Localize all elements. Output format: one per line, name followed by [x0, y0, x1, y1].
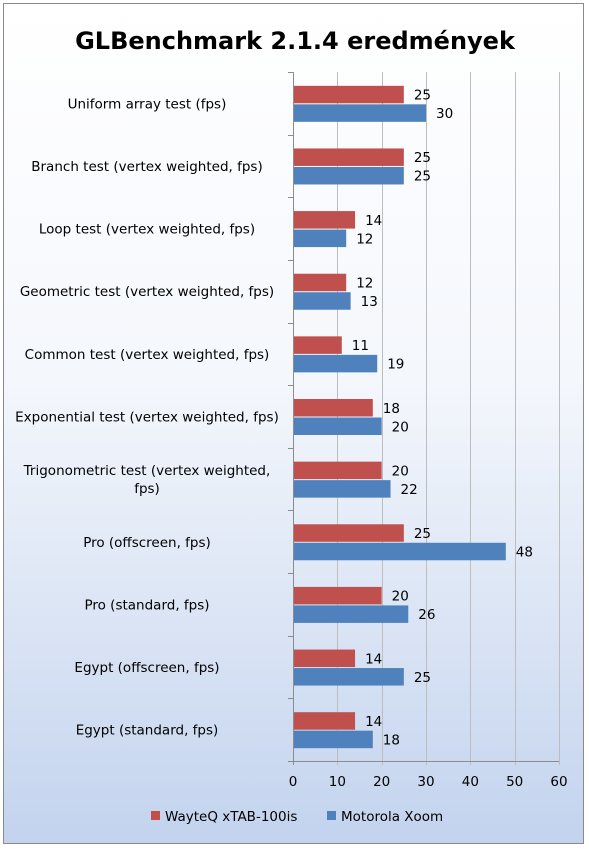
x-tick-label: 60: [550, 774, 567, 790]
legend-swatch: [327, 811, 336, 820]
category-label: fps): [134, 481, 160, 497]
bar-xoom: [294, 542, 506, 561]
data-label: 26: [418, 607, 435, 623]
bar-xoom: [294, 668, 404, 686]
category-label: Pro (offscreen, fps): [83, 535, 211, 551]
data-label: 25: [414, 88, 431, 104]
bar-xoom: [294, 730, 373, 749]
bar-xoom: [294, 229, 347, 248]
data-label: 14: [365, 213, 382, 229]
data-label: 22: [401, 482, 418, 498]
category-label: Geometric test (vertex weighted, fps): [20, 284, 274, 300]
category-label: Exponential test (vertex weighted, fps): [15, 410, 279, 426]
bar-wayteq: [294, 399, 373, 417]
data-label: 25: [414, 670, 431, 686]
data-label: 12: [356, 275, 373, 291]
x-tick-label: 20: [373, 774, 390, 790]
category-label: Trigonometric test (vertex weighted,: [23, 463, 271, 479]
chart-frame: GLBenchmark 2.1.4 eredmények 25 30 25 25 14 1…: [3, 3, 584, 844]
bar-wayteq: [294, 649, 356, 668]
bar-wayteq: [294, 586, 382, 605]
category-label: Pro (standard, fps): [84, 597, 209, 613]
bar-xoom: [294, 354, 378, 373]
bar-chart: GLBenchmark 2.1.4 eredmények 25302525141…: [15, 27, 568, 825]
category-label: Uniform array test (fps): [68, 96, 227, 112]
legend-swatch: [151, 811, 160, 820]
category-label: Egypt (offscreen, fps): [74, 660, 219, 676]
category-label: Egypt (standard, fps): [76, 723, 219, 739]
category-labels: Uniform array test (fps) Branch test (ver…: [15, 96, 279, 738]
data-label: 25: [414, 526, 431, 542]
bar-wayteq: [294, 148, 404, 166]
legend: WayteQ xTAB-100is Motorola Xoom: [151, 809, 443, 825]
data-label: 11: [352, 338, 369, 354]
data-label: 14: [365, 651, 382, 667]
data-label: 48: [516, 545, 533, 561]
bar-wayteq: [294, 461, 382, 480]
bar-wayteq: [294, 273, 347, 292]
bar-xoom: [294, 417, 382, 435]
category-label: Loop test (vertex weighted, fps): [39, 222, 255, 238]
data-label: 19: [387, 357, 404, 373]
x-axis-ticks: 0 10 20 30 40 50 60: [289, 774, 568, 790]
x-tick-label: 0: [289, 774, 298, 790]
bar-wayteq: [294, 211, 356, 229]
data-label: 25: [414, 169, 431, 185]
bar-wayteq: [294, 336, 342, 354]
bar-xoom: [294, 166, 404, 185]
data-label: 18: [383, 732, 400, 748]
bar-wayteq: [294, 524, 404, 542]
x-tick-label: 30: [417, 774, 434, 790]
legend-label: Motorola Xoom: [341, 809, 443, 825]
category-label: Common test (vertex weighted, fps): [25, 347, 270, 363]
bar-xoom: [294, 292, 351, 310]
legend-label: WayteQ xTAB-100is: [165, 809, 297, 825]
data-label: 20: [392, 463, 409, 479]
bar-xoom: [294, 104, 426, 122]
data-label: 25: [414, 150, 431, 166]
data-label: 30: [436, 106, 453, 122]
gridlines: [288, 72, 560, 765]
bar-xoom: [294, 480, 391, 498]
x-tick-label: 40: [462, 774, 479, 790]
x-tick-label: 50: [506, 774, 523, 790]
data-label: 18: [383, 401, 400, 417]
data-label: 20: [392, 589, 409, 605]
bar-wayteq: [294, 712, 356, 730]
data-label: 14: [365, 714, 382, 730]
data-label: 12: [356, 231, 373, 247]
bar-xoom: [294, 605, 409, 623]
data-label: 13: [361, 294, 378, 310]
category-label: Branch test (vertex weighted, fps): [31, 159, 262, 175]
bars: 25 30 25 25 14 12 12 13 11 19 18 20 20 22 25 48 20 26 14 25…: [294, 85, 533, 749]
x-tick-label: 10: [329, 774, 346, 790]
bar-wayteq: [294, 85, 404, 104]
data-label: 20: [392, 419, 409, 435]
chart-title: GLBenchmark 2.1.4 eredmények: [75, 27, 516, 55]
